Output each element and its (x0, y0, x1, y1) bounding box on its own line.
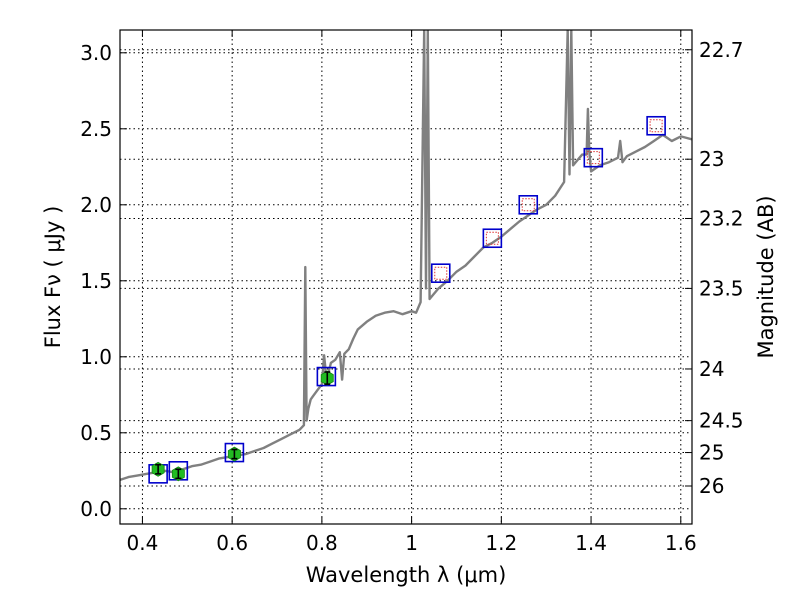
upper-limit-square (434, 266, 448, 280)
model-photometry-square (430, 263, 451, 284)
series-layer (120, 30, 692, 484)
magnitude-tick-label: 25 (699, 441, 724, 465)
spectrum-line (120, 30, 692, 482)
x-axis-label: Wavelength λ (μm) (306, 563, 507, 587)
x-tick-label: 0.6 (216, 531, 248, 555)
y-tick-label: 0.0 (80, 497, 112, 521)
grid (120, 30, 692, 524)
upper-limit-square (649, 119, 663, 133)
upper-limit-square (521, 198, 535, 212)
model-photometry-square (583, 147, 604, 168)
tick-labels: 0.4 0.6 0.8 1 1.2 1.4 1.6 0.0 0.5 1.0 1.5 2.0 2.5 3.0… (80, 38, 743, 555)
ticks (120, 30, 692, 524)
magnitude-tick-label: 24 (699, 357, 724, 381)
x-tick-label: 1.6 (665, 531, 697, 555)
magnitude-tick-label: 24.5 (699, 409, 744, 433)
x-tick-label: 0.8 (306, 531, 338, 555)
y-tick-label: 1.5 (80, 269, 112, 293)
model-photometry-square (646, 115, 666, 136)
x-tick-label: 1.4 (575, 531, 607, 555)
magnitude-tick-label: 26 (699, 474, 724, 498)
y-axis-label: Flux Fν ( μJy ) (41, 206, 65, 349)
y-tick-label: 0.5 (80, 421, 112, 445)
magnitude-tick-label: 23 (699, 147, 724, 171)
model-photometry-square (482, 228, 503, 249)
magnitude-tick-label: 23.5 (699, 276, 744, 300)
x-tick-label: 1.2 (485, 531, 517, 555)
y-tick-label: 2.5 (80, 117, 112, 141)
model-photometry-square (316, 366, 337, 387)
upper-limit-square (586, 151, 600, 165)
plot-frame (119, 29, 693, 525)
upper-limit-square (485, 231, 499, 245)
x-tick-label: 0.4 (127, 531, 159, 555)
x-tick-label: 1 (405, 531, 418, 555)
plot-background (120, 30, 692, 524)
y-tick-label: 1.0 (80, 345, 112, 369)
y-tick-label: 3.0 (80, 41, 112, 65)
magnitude-tick-label: 23.2 (699, 206, 744, 230)
model-photometry-square (518, 195, 539, 215)
y-tick-label: 2.0 (80, 193, 112, 217)
magnitude-tick-label: 22.7 (699, 38, 744, 62)
magnitude-axis-label: Magnitude (AB) (754, 195, 778, 358)
